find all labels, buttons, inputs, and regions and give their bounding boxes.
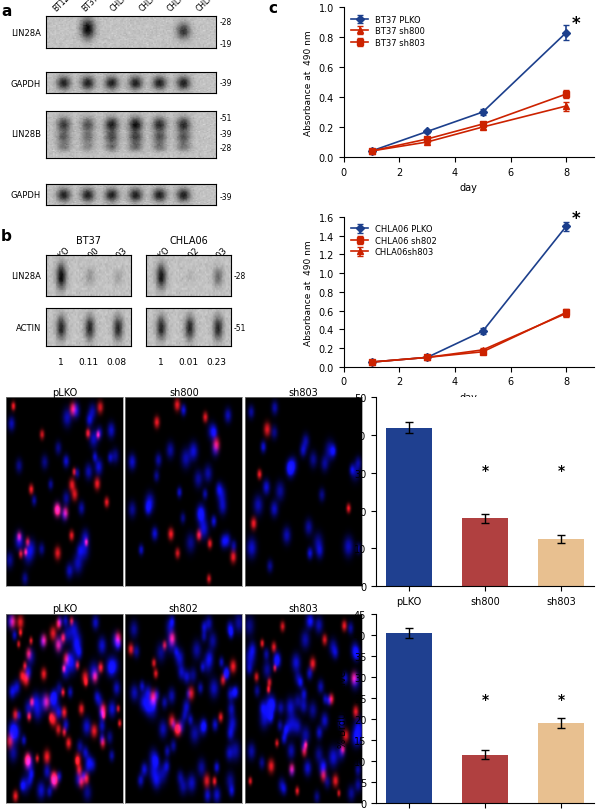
Bar <box>538 539 584 586</box>
Text: 0.08: 0.08 <box>107 358 127 367</box>
Text: CHLA05: CHLA05 <box>166 0 194 13</box>
Text: BT37: BT37 <box>80 0 100 13</box>
Text: -39: -39 <box>220 193 232 202</box>
Text: -28: -28 <box>233 272 246 281</box>
Text: 0.11: 0.11 <box>79 358 98 367</box>
Text: GAPDH: GAPDH <box>11 191 41 200</box>
Text: a: a <box>1 4 11 19</box>
Text: 1: 1 <box>158 358 163 367</box>
Bar <box>386 428 431 586</box>
Text: CHLA04: CHLA04 <box>137 0 165 13</box>
Text: *: * <box>572 15 580 33</box>
Text: LIN28A: LIN28A <box>11 29 41 38</box>
Text: *: * <box>557 463 565 477</box>
Text: -51: -51 <box>233 324 246 333</box>
Legend: CHLA06 PLKO, CHLA06 sh802, CHLA06sh803: CHLA06 PLKO, CHLA06 sh802, CHLA06sh803 <box>348 221 440 260</box>
Y-axis label: Absorbance at  490 nm: Absorbance at 490 nm <box>304 240 313 345</box>
Text: b: b <box>1 229 12 244</box>
Bar <box>538 723 584 803</box>
Text: 1: 1 <box>58 358 64 367</box>
Text: c: c <box>269 1 278 15</box>
Title: pLKO: pLKO <box>52 387 77 397</box>
Text: pLKO: pLKO <box>150 245 172 267</box>
Title: pLKO: pLKO <box>52 603 77 614</box>
Text: *: * <box>481 463 488 477</box>
Title: sh800: sh800 <box>169 387 199 397</box>
Title: sh803: sh803 <box>288 387 318 397</box>
Text: -28: -28 <box>220 144 232 153</box>
Text: ACTIN: ACTIN <box>16 324 41 333</box>
Title: sh803: sh803 <box>288 603 318 614</box>
Text: 0.23: 0.23 <box>207 358 227 367</box>
Title: sh802: sh802 <box>169 603 199 614</box>
Text: -39: -39 <box>220 130 232 139</box>
Text: *: * <box>557 693 565 706</box>
Bar <box>462 518 508 586</box>
X-axis label: day: day <box>460 393 478 402</box>
Text: -28: -28 <box>220 18 232 27</box>
Text: sh803: sh803 <box>104 245 129 270</box>
Text: -39: -39 <box>220 79 232 88</box>
Text: sh803: sh803 <box>205 245 229 270</box>
Y-axis label: % BrdU positive: % BrdU positive <box>338 670 348 748</box>
Legend: BT37 PLKO, BT37 sh800, BT37 sh803: BT37 PLKO, BT37 sh800, BT37 sh803 <box>348 12 428 51</box>
Text: -51: -51 <box>220 114 232 122</box>
Text: pLKO: pLKO <box>50 245 71 267</box>
Text: sh800: sh800 <box>76 245 101 270</box>
Text: BT37: BT37 <box>76 236 101 246</box>
Text: 0.01: 0.01 <box>179 358 199 367</box>
Y-axis label: Absorbance at  490 nm: Absorbance at 490 nm <box>304 30 313 135</box>
Text: LIN28B: LIN28B <box>11 130 41 139</box>
Text: LIN28A: LIN28A <box>11 272 41 281</box>
Text: *: * <box>572 209 580 227</box>
Text: CHLA06: CHLA06 <box>195 0 223 13</box>
Text: *: * <box>481 693 488 706</box>
Y-axis label: % BrdU positive: % BrdU positive <box>338 453 349 531</box>
Bar <box>462 755 508 803</box>
Text: -19: -19 <box>220 41 232 49</box>
Text: BT12: BT12 <box>51 0 71 13</box>
X-axis label: day: day <box>460 183 478 193</box>
Bar <box>386 633 431 803</box>
Text: CHLA02: CHLA02 <box>109 0 136 13</box>
Text: CHLA06: CHLA06 <box>169 236 208 246</box>
Text: GAPDH: GAPDH <box>11 79 41 89</box>
Text: sh802: sh802 <box>176 245 201 270</box>
